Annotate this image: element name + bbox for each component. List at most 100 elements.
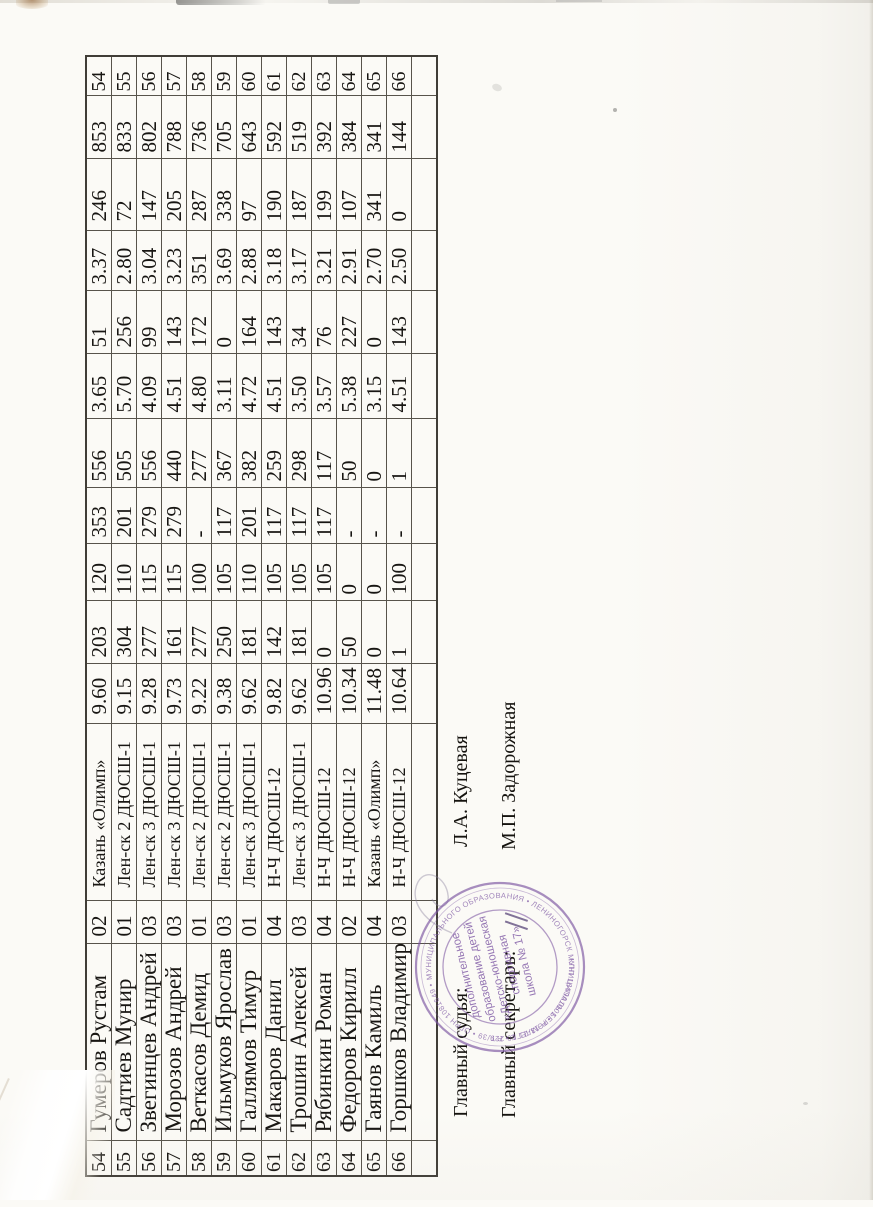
table-cell: 392	[311, 96, 337, 159]
table-cell: 556	[86, 419, 112, 488]
table-cell: 1	[386, 601, 412, 664]
table-cell: 10.64	[386, 664, 412, 724]
table-cell: 99	[136, 291, 162, 354]
table-cell: Казань «Олимп»	[361, 724, 387, 901]
table-cell: 04	[311, 901, 337, 944]
table-cell: Лен-ск 3 ДЮСШ-1	[236, 724, 262, 901]
table-cell: 0	[361, 419, 387, 488]
table-cell: 353	[86, 488, 112, 544]
table-cell: Н-Ч ДЮСШ-12	[311, 724, 337, 901]
table-cell: 298	[286, 419, 312, 488]
table-cell: Лен-ск 3 ДЮСШ-1	[286, 724, 312, 901]
table-cell: 03	[136, 901, 162, 944]
table-cell: 9.38	[211, 664, 237, 724]
scan-artifact-gray-streak	[176, 0, 266, 5]
table-cell: 341	[361, 159, 387, 231]
table-cell: 61	[261, 56, 287, 96]
stamp-pen-stroke	[504, 912, 529, 931]
table-cell: 338	[211, 159, 237, 231]
table-cell: 107	[336, 159, 362, 231]
table-cell: 592	[261, 96, 287, 159]
table-cell: 3.21	[311, 231, 337, 291]
table-cell: 0	[211, 291, 237, 354]
table-cell: 9.62	[236, 664, 262, 724]
table-cell	[411, 488, 437, 544]
table-cell: 0	[336, 544, 362, 601]
table-cell: 172	[186, 291, 212, 354]
table-cell: 4.72	[236, 354, 262, 419]
table-cell: 5.70	[111, 354, 137, 419]
table-cell: 367	[211, 419, 237, 488]
table-cell: 2.91	[336, 231, 362, 291]
scan-artifact-gray-dash	[556, 0, 602, 2]
table-cell: 384	[336, 96, 362, 159]
table-cell: 4.51	[386, 354, 412, 419]
scan-top-edge	[0, 0, 873, 3]
table-cell: 56	[136, 56, 162, 96]
table-cell: 304	[111, 601, 137, 664]
official-stamp: МУНИЦИПАЛЬНОГО ОБРАЗОВАНИЯ • ЛЕНИНОГОРСК…	[408, 875, 595, 1074]
table-cell: 117	[261, 488, 287, 544]
table-cell: 199	[311, 159, 337, 231]
table-cell: 01	[111, 901, 137, 944]
table-cell: 57	[161, 56, 187, 96]
table-cell: 3.18	[261, 231, 287, 291]
table-cell: 64	[336, 56, 362, 96]
table-cell: 705	[211, 96, 237, 159]
table-cell: 643	[236, 96, 262, 159]
table-cell: 277	[186, 601, 212, 664]
table-cell: 66	[386, 56, 412, 96]
table-cell: 382	[236, 419, 262, 488]
table-cell	[411, 354, 437, 419]
scan-artifact-gray-dash	[328, 0, 360, 4]
table-cell	[411, 664, 437, 724]
table-cell: 2.70	[361, 231, 387, 291]
table-cell: 201	[111, 488, 137, 544]
table-cell: 117	[211, 488, 237, 544]
table-cell: 250	[211, 601, 237, 664]
scan-artifact-corner-fold	[0, 1070, 115, 1200]
table-cell	[411, 544, 437, 601]
table-cell: 9.15	[111, 664, 137, 724]
table-cell: 3.37	[86, 231, 112, 291]
table-cell: 259	[261, 419, 287, 488]
table-cell: Лен-ск 2 ДЮСШ-1	[111, 724, 137, 901]
table-cell: 3.15	[361, 354, 387, 419]
table-cell: 4.80	[186, 354, 212, 419]
table-cell: 110	[111, 544, 137, 601]
table-cell: 9.28	[136, 664, 162, 724]
table-cell: 440	[161, 419, 187, 488]
table-cell: 110	[236, 544, 262, 601]
table-cell: 72	[111, 159, 137, 231]
table-cell	[411, 419, 437, 488]
table-cell: 279	[161, 488, 187, 544]
table-cell: 3.04	[136, 231, 162, 291]
table-cell: 0	[386, 159, 412, 231]
table-cell: 50	[336, 601, 362, 664]
table-cell: 277	[136, 601, 162, 664]
table-cell: 3.11	[211, 354, 237, 419]
stamp-outer-ring	[414, 881, 586, 1053]
table-cell: 341	[361, 96, 387, 159]
table-cell: 227	[336, 291, 362, 354]
table-cell: 9.22	[186, 664, 212, 724]
table-cell: -	[386, 488, 412, 544]
table-cell: 147	[136, 159, 162, 231]
table-cell: 01	[236, 901, 262, 944]
table-cell: 161	[161, 601, 187, 664]
table-cell: 201	[236, 488, 262, 544]
table-cell	[411, 96, 437, 159]
table-cell: 60	[236, 56, 262, 96]
stamp-mid-ring	[420, 887, 580, 1047]
table-cell: 802	[136, 96, 162, 159]
table-cell: 105	[286, 544, 312, 601]
